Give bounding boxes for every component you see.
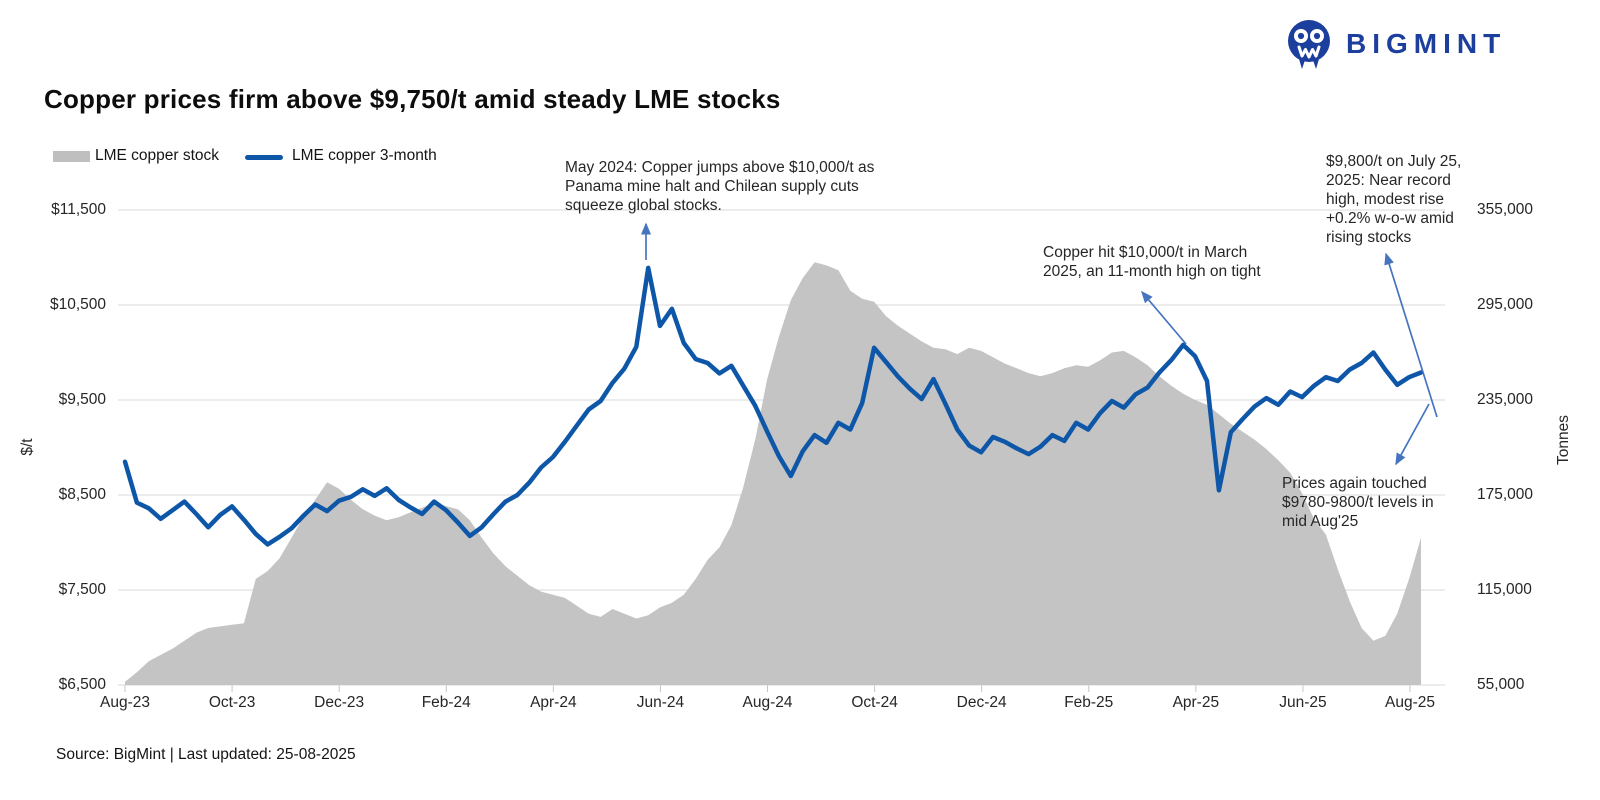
annotation-arrow — [1141, 290, 1187, 345]
annotation-arrow — [1384, 252, 1438, 418]
y-axis-right-tick-label: 235,000 — [1477, 391, 1534, 408]
x-axis-ticks — [124, 685, 1411, 692]
x-axis-tick-label: Oct-23 — [208, 694, 256, 711]
x-axis-tick-label: Dec-23 — [314, 694, 365, 711]
annotation-arrow — [1395, 403, 1430, 466]
brand-name: BIGMINT — [1346, 28, 1507, 59]
y-axis-left-tick-label: $6,500 — [58, 676, 106, 693]
series — [122, 262, 1424, 685]
x-axis-tick-label: Aug-23 — [100, 694, 150, 711]
x-axis-tick-label: Jun-25 — [1279, 694, 1327, 711]
y-axis-right-tick-label: 175,000 — [1477, 486, 1534, 503]
y-axis-left-tick-label: $9,500 — [58, 391, 106, 408]
bigmint-owl-icon — [1288, 20, 1330, 69]
annotation-mid-aug-2025: Prices again touched $9780-9800/t levels… — [1282, 475, 1434, 530]
y-axis-right-title: Tonnes — [1555, 415, 1572, 465]
brand-logo: BIGMINT — [1284, 18, 1506, 70]
price-line-series — [122, 265, 1424, 547]
source-note: Source: BigMint | Last updated: 25-08-20… — [56, 746, 356, 763]
legend-swatch-stock — [53, 151, 90, 162]
annotation-march-2025: Copper hit $10,000/t in March 2025, an 1… — [1043, 244, 1261, 280]
y-axis-left-tick-label: $11,500 — [51, 201, 106, 218]
y-axis-left-tick-label: $8,500 — [58, 486, 106, 503]
annotation-may-2024: May 2024: Copper jumps above $10,000/t a… — [565, 159, 875, 214]
annotation-july-2025: $9,800/t on July 25, 2025: Near record h… — [1326, 153, 1462, 246]
x-axis-tick-label: Apr-24 — [530, 694, 577, 711]
y-axis-left-tick-label: $7,500 — [58, 581, 106, 598]
x-axis-tick-label: Dec-24 — [956, 694, 1007, 711]
x-axis-tick-label: Jun-24 — [636, 694, 685, 711]
x-axis-tick-label: Feb-24 — [421, 694, 471, 711]
x-axis-tick-label: Oct-24 — [851, 694, 898, 711]
x-axis-tick-label: Aug-24 — [742, 694, 793, 711]
x-axis-tick-label: Aug-25 — [1385, 694, 1435, 711]
y-axis-right-tick-label: 55,000 — [1477, 676, 1525, 693]
y-axis-right-tick-label: 355,000 — [1477, 201, 1534, 218]
y-axis-right-tick-label: 115,000 — [1477, 581, 1532, 598]
y-axis-left-title: $/t — [19, 438, 36, 456]
legend-label-stock: LME copper stock — [95, 147, 220, 164]
annotation-arrows — [641, 222, 1438, 466]
y-axis-left-tick-label: $10,500 — [49, 296, 106, 313]
legend-swatch-price — [245, 155, 283, 160]
legend-label-price: LME copper 3-month — [292, 147, 437, 164]
y-axis-right-tick-label: 295,000 — [1477, 296, 1534, 313]
stock-area-series — [125, 262, 1421, 685]
x-axis-tick-label: Feb-25 — [1064, 694, 1114, 711]
page-title: Copper prices firm above $9,750/t amid s… — [44, 84, 781, 114]
x-axis-tick-label: Apr-25 — [1172, 694, 1220, 711]
